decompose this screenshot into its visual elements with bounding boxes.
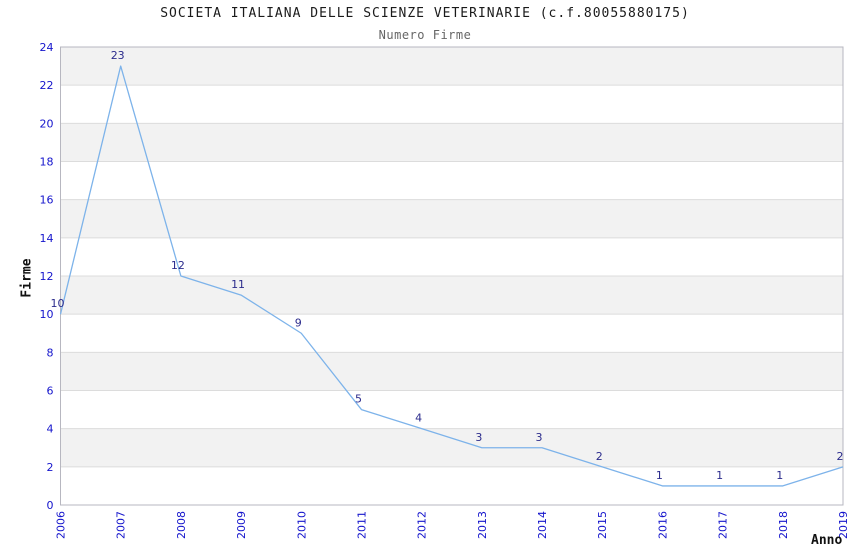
plot-band (60, 199, 843, 238)
data-line (59, 65, 844, 487)
y-axis-title: Firme (19, 258, 35, 298)
data-point-label: 23 (111, 49, 125, 62)
plot-band (60, 428, 843, 467)
y-tick-label: 18 (40, 156, 54, 169)
plot-band (60, 47, 843, 86)
data-point-label: 1 (716, 469, 723, 482)
y-tick-label: 4 (47, 423, 54, 436)
data-point-label: 12 (171, 259, 185, 272)
y-tick-label: 24 (40, 41, 54, 54)
data-point-label: 3 (475, 431, 482, 444)
data-point-label: 5 (355, 393, 362, 406)
data-point-label: 11 (231, 278, 245, 291)
data-point-label: 9 (295, 316, 302, 329)
x-tick-label: 2015 (596, 511, 609, 539)
y-tick-label: 0 (47, 499, 54, 512)
data-point-label: 4 (415, 412, 422, 425)
x-tick-label: 2008 (175, 511, 188, 539)
y-tick-label: 22 (40, 79, 54, 92)
y-tick-label: 10 (40, 308, 54, 321)
y-tick-label: 12 (40, 270, 54, 283)
y-tick-label: 8 (47, 346, 54, 359)
x-tick-label: 2007 (115, 511, 128, 539)
x-tick-label: 2011 (355, 511, 368, 539)
plot-border (60, 46, 844, 506)
data-point-label: 2 (837, 450, 844, 463)
data-point-label: 3 (536, 431, 543, 444)
y-tick-label: 6 (47, 385, 54, 398)
x-tick-label: 2012 (416, 511, 429, 539)
plot-band (60, 352, 843, 391)
x-axis-title: Anno (811, 533, 843, 548)
x-tick-label: 2018 (777, 511, 790, 539)
data-point-label: 2 (596, 450, 603, 463)
y-tick-label: 14 (40, 232, 54, 245)
chart-title: SOCIETA ITALIANA DELLE SCIENZE VETERINAR… (160, 6, 690, 21)
x-tick-label: 2014 (536, 511, 549, 539)
data-point-label: 10 (51, 297, 65, 310)
y-tick-label: 2 (47, 461, 54, 474)
y-tick-label: 20 (40, 117, 54, 130)
x-tick-label: 2016 (656, 511, 669, 539)
x-tick-label: 2009 (235, 511, 248, 539)
plot-band (60, 123, 843, 162)
y-tick-label: 16 (40, 194, 54, 207)
x-tick-label: 2019 (837, 511, 850, 539)
x-tick-label: 2006 (55, 511, 68, 539)
x-tick-label: 2017 (717, 511, 730, 539)
x-tick-label: 2010 (295, 511, 308, 539)
x-tick-label: 2013 (476, 511, 489, 539)
chart-subtitle: Numero Firme (378, 28, 472, 42)
data-point-label: 1 (776, 469, 783, 482)
plot-band (60, 276, 843, 315)
data-point-label: 1 (656, 469, 663, 482)
